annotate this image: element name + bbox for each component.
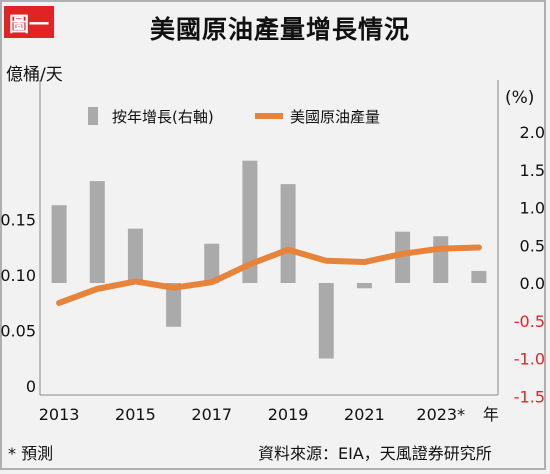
right-tick-label: -1.0	[514, 350, 545, 369]
bar-2016	[166, 283, 182, 327]
line-point-2023*	[440, 248, 442, 250]
bar-2013	[51, 205, 67, 283]
bar-2019	[280, 184, 296, 283]
bar-2021	[356, 283, 372, 289]
line-point-2015	[134, 280, 136, 282]
line-point-2016	[173, 287, 175, 289]
x-tick-label: 2023*	[416, 405, 465, 424]
bar-2014	[89, 181, 105, 283]
right-tick-label: -1.5	[514, 387, 545, 406]
axes-layer	[39, 80, 499, 396]
x-tick-label: 2019	[268, 405, 309, 424]
left-tick-label: 0.15	[0, 211, 36, 230]
x-tick-label: 2015	[115, 405, 156, 424]
right-tick-label: 0.5	[520, 236, 545, 255]
legend-line-label: 美國原油產量	[290, 108, 380, 126]
left-axis-unit: 億桶/天	[6, 65, 63, 85]
bars-layer	[51, 160, 487, 359]
x-axis-year-suffix: 年	[483, 405, 499, 424]
right-tick-label: 1.0	[520, 199, 545, 218]
right-tick-label: 0.0	[520, 274, 545, 293]
line-point-2018	[249, 263, 251, 265]
chart-title: 美國原油產量增長情況	[150, 15, 411, 44]
bar-2018	[242, 160, 258, 283]
production-line	[56, 244, 482, 306]
right-axis-unit: (%)	[505, 88, 535, 108]
legend-bar-swatch	[88, 107, 98, 125]
legend-bar-label: 按年增長(右軸)	[112, 108, 214, 126]
line-point-2022	[402, 253, 404, 255]
line-point-2020	[325, 260, 327, 262]
figure-tag: 圖一	[4, 6, 54, 38]
bar-2023*	[433, 236, 449, 283]
right-tick-label: 1.5	[520, 161, 545, 180]
tick-labels-layer: 0 0.05 0.10 0.15 2.0 1.5 1.0 0.5 0.0 -0.5 -1.0 -1.5…	[0, 123, 545, 424]
bar-2024*	[471, 270, 487, 283]
left-tick-label: 0	[26, 377, 36, 396]
line-point-2024*	[478, 246, 480, 248]
x-tick-label: 2013	[39, 405, 80, 424]
left-tick-label: 0.05	[0, 322, 36, 341]
bar-2020	[318, 283, 334, 359]
bar-2017	[204, 243, 220, 283]
x-tick-label: 2017	[191, 405, 232, 424]
line-point-2017	[211, 281, 213, 283]
legend: 按年增長(右軸) 美國原油產量	[88, 107, 380, 126]
right-tick-label: 2.0	[520, 123, 545, 142]
line-layer	[56, 244, 482, 306]
line-point-2013	[58, 302, 60, 304]
x-tick-label: 2021	[344, 405, 385, 424]
left-tick-label: 0.10	[0, 266, 36, 285]
line-point-2019	[287, 249, 289, 251]
bar-2022	[395, 231, 411, 283]
forecast-footnote: * 預測	[8, 444, 54, 463]
bar-2015	[127, 228, 143, 283]
line-point-2014	[96, 288, 98, 290]
source-note: 資料來源：EIA，天風證券研究所	[258, 444, 492, 463]
right-tick-label: -0.5	[514, 312, 545, 331]
line-point-2021	[363, 261, 365, 263]
